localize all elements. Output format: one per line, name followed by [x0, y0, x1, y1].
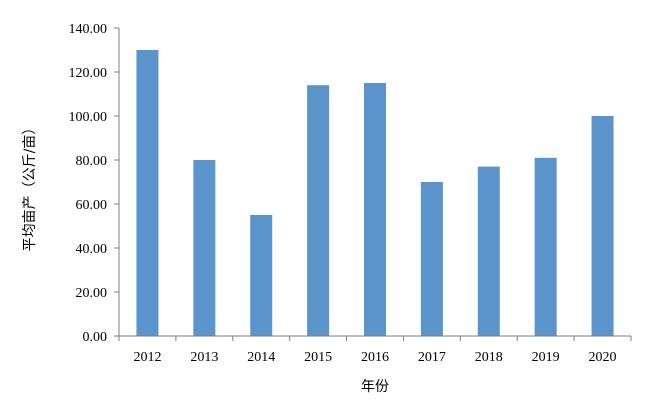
x-tick-label: 2014 — [247, 350, 275, 365]
x-axis-title: 年份 — [361, 379, 389, 395]
x-tick-label: 2017 — [418, 350, 446, 365]
x-tick-label: 2013 — [190, 350, 218, 365]
bar-2014 — [250, 215, 273, 336]
bar-2017 — [420, 182, 443, 336]
y-axis-ticks: 0.00 20.00 40.00 60.00 80.00 100.00 120.00 140.… — [69, 22, 119, 345]
y-axis-title: 平均亩产（公斤/亩） — [21, 121, 38, 252]
x-tick-label: 2016 — [361, 350, 389, 365]
bar-2012 — [136, 50, 159, 336]
y-tick-label: 100.00 — [69, 110, 108, 125]
x-tick-label: 2012 — [133, 350, 161, 365]
y-tick-label: 60.00 — [76, 198, 108, 213]
x-axis-ticks: 2012 2013 2014 2015 2016 2017 2018 2019 2020 — [118, 336, 632, 365]
bar-2019 — [534, 157, 557, 336]
y-tick-label: 0.00 — [83, 330, 108, 345]
x-tick-label: 2020 — [589, 350, 617, 365]
bar-2016 — [364, 83, 386, 336]
x-tick-label: 2018 — [475, 350, 503, 365]
x-tick-label: 2019 — [532, 350, 560, 365]
bar-2015 — [307, 85, 330, 336]
bar-2020 — [591, 116, 614, 336]
bars — [136, 50, 614, 336]
y-tick-label: 20.00 — [76, 286, 108, 301]
bar-2018 — [477, 166, 500, 336]
y-tick-label: 80.00 — [76, 154, 108, 169]
y-tick-label: 120.00 — [69, 66, 108, 81]
x-tick-label: 2015 — [304, 350, 332, 365]
bar-2013 — [193, 160, 216, 336]
y-tick-label: 140.00 — [69, 22, 108, 37]
y-tick-label: 40.00 — [76, 242, 108, 257]
